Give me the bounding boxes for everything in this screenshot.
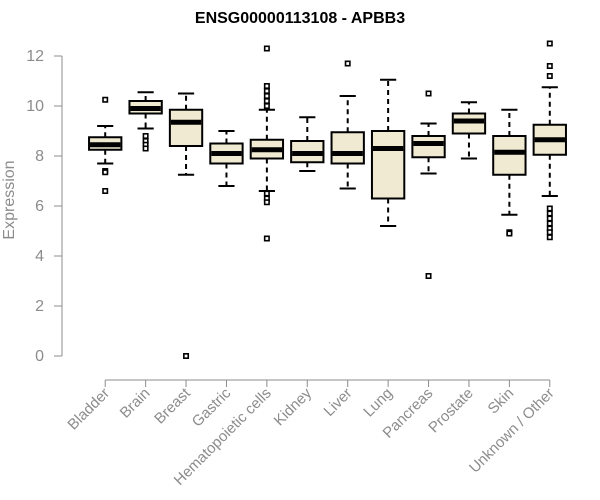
outlier-point: [546, 62, 553, 69]
box-group: [249, 45, 285, 242]
outlier-point: [183, 352, 190, 359]
box-group: [128, 91, 163, 152]
outlier-point: [263, 88, 270, 95]
outlier-point: [263, 235, 270, 242]
y-tick-label: 0: [35, 348, 44, 365]
box-group: [290, 116, 325, 172]
y-tick-label: 10: [26, 98, 44, 115]
x-tick-label: Kidney: [271, 384, 316, 429]
outlier-point: [263, 93, 270, 100]
y-axis-label: Expression: [1, 160, 18, 239]
outlier-point: [142, 133, 149, 140]
outlier-point: [546, 220, 553, 227]
box-group: [370, 78, 406, 227]
box-iqr: [330, 131, 365, 165]
box-iqr: [168, 108, 204, 147]
outlier-point: [546, 229, 553, 236]
outlier-point: [263, 103, 270, 110]
outlier-point: [425, 272, 432, 279]
box-iqr: [370, 130, 406, 200]
box-iqr: [411, 135, 446, 159]
outlier-point: [263, 98, 270, 105]
x-tick-label: Breast: [151, 384, 194, 427]
outlier-point: [546, 73, 553, 80]
outlier-point: [546, 40, 553, 47]
box-group: [532, 40, 567, 241]
outlier-point: [102, 188, 109, 195]
outlier-point: [425, 90, 432, 97]
x-tick-label: Brain: [117, 385, 154, 422]
y-tick-label: 8: [35, 148, 44, 165]
outlier-point: [344, 60, 351, 67]
x-tick-label: Prostate: [425, 385, 477, 437]
outlier-point: [263, 83, 270, 90]
x-tick-label: Skin: [485, 385, 518, 418]
box-group: [492, 108, 527, 237]
box-group: [168, 92, 204, 359]
box-group: [330, 60, 365, 190]
outlier-point: [546, 205, 553, 212]
outlier-point: [102, 96, 109, 103]
box-iqr: [492, 135, 527, 176]
plot-area: [88, 40, 567, 359]
outlier-point: [546, 210, 553, 217]
box-group: [88, 96, 123, 195]
y-tick-label: 12: [26, 48, 44, 65]
y-axis: 0 2 4 6 8 10 12: [26, 48, 63, 365]
y-tick-label: 6: [35, 198, 44, 215]
outlier-point: [546, 234, 553, 241]
outlier-point: [263, 45, 270, 52]
outlier-point: [546, 215, 553, 222]
outlier-point: [263, 190, 270, 197]
outlier-point: [142, 145, 149, 152]
y-tick-label: 2: [35, 298, 44, 315]
y-tick-label: 4: [35, 248, 44, 265]
outlier-point: [263, 199, 270, 206]
box-group: [209, 130, 244, 187]
x-tick-label: Bladder: [64, 385, 113, 434]
outlier-point: [102, 169, 109, 176]
outlier-point: [506, 230, 513, 237]
x-tick-label: Liver: [321, 385, 356, 420]
box-group: [451, 101, 487, 160]
x-tick-label: Lung: [360, 385, 396, 421]
chart-title: ENSG00000113108 - APBB3: [195, 10, 405, 27]
box-group: [411, 90, 446, 279]
